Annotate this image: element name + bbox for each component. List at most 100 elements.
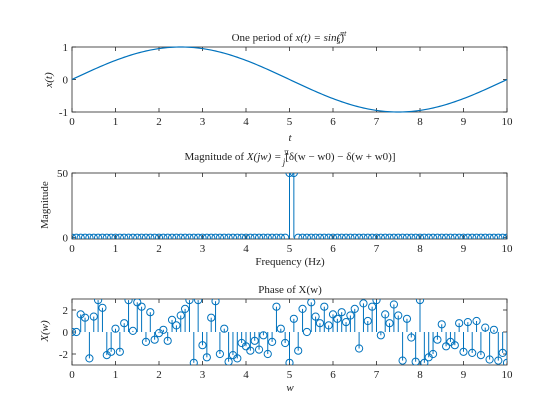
x-tick-label: 9 [461,369,467,381]
x-tick-label: 1 [113,243,119,255]
stem-marker [355,344,364,353]
stem-marker [246,233,255,239]
stem-marker [167,233,177,239]
stem-marker [350,233,359,239]
stem-marker [376,233,385,239]
stem-marker [346,233,355,239]
stem-marker [198,341,207,350]
stem-marker [385,319,394,328]
subplot-2-xlabel: Frequency (Hz) [255,256,325,268]
stem-marker [459,233,468,239]
stem-marker [159,233,168,239]
subplot-magnitude: Magnitude of X(jw) = π j[δ(w − w0) − δ(w … [39,147,513,268]
stem-marker [254,233,264,239]
stem-marker [215,349,224,359]
stem-marker [237,233,246,239]
stem-marker [346,311,355,320]
stem-marker [163,233,172,239]
stem-marker [333,233,342,239]
stem-marker [137,233,146,239]
subplot-1-xlabel: t [288,132,292,144]
stem-marker [485,355,494,364]
stem-marker [94,299,103,305]
stem-marker [159,325,168,334]
stem-marker [72,233,81,239]
stem-marker [394,311,403,320]
stem-marker [394,233,403,239]
subplot-1-title: One period of x(t) = sin(πt 5) [232,29,348,46]
stem-marker [215,233,224,239]
stem-marker [141,233,151,239]
stem-marker [128,326,137,335]
stem-marker [320,233,329,239]
subplot-phase: Phase of X(w) 0 1 2 3 4 5 6 7 8 9 10-202 w X(w) [39,284,513,394]
stem-marker [107,233,116,239]
stem-marker [398,233,407,239]
stem-marker [381,233,390,239]
stem-marker [80,233,90,239]
stem-marker [446,233,455,239]
stem-marker [268,337,277,346]
x-tick-label: 0 [69,243,75,255]
stem-marker [455,319,464,328]
stem-marker [398,356,407,365]
stem-marker [207,313,216,322]
y-tick-label: 2 [63,305,69,317]
subplot-2-axes: 0 1 2 3 4 5 6 7 8 9 10 0 50 [57,168,513,255]
stem-marker [254,345,264,354]
stem-marker [450,233,459,239]
stem-marker [133,233,142,239]
stem-series [72,173,507,239]
stem-marker [311,312,320,321]
stem-marker [437,320,446,329]
stem-marker [220,233,229,239]
subplot-3-xlabel: w [286,382,294,394]
stem-marker [355,233,364,239]
stem-marker [498,233,507,239]
stem-marker [502,358,507,365]
stem-marker [272,233,281,239]
stem-marker [146,308,155,317]
stem-marker [437,233,446,239]
stem-marker [302,327,311,337]
stem-marker [115,347,124,356]
x-tick-label: 10 [502,369,514,381]
stem-marker [463,318,472,327]
stem-marker [85,233,94,239]
stem-marker [385,233,394,239]
stem-marker [263,349,272,359]
stem-marker [333,314,342,323]
stem-marker [294,233,303,239]
stem-marker [368,233,377,239]
stem-marker [442,233,451,239]
stem-marker [372,233,381,239]
stem-marker [72,327,77,337]
stem-marker [150,233,159,239]
stem-marker [494,233,503,239]
x-tick-label: 3 [200,116,206,128]
y-tick-label: -1 [59,107,68,119]
stem-marker [228,233,238,239]
stem-marker [328,233,338,239]
stem-marker [420,358,429,365]
x-tick-label: 9 [461,243,467,255]
stem-marker [415,233,425,239]
stem-marker [202,233,211,239]
stem-marker [72,233,77,239]
x-tick-label: 5 [287,116,293,128]
stem-series [72,299,507,365]
stem-marker [294,346,303,355]
x-tick-label: 2 [156,369,162,381]
stem-marker [472,316,481,326]
stem-marker [415,299,425,305]
stem-marker [172,233,181,239]
stem-marker [102,233,111,239]
x-tick-label: 3 [200,369,206,381]
stem-marker [468,348,477,357]
stem-marker [424,233,433,239]
stem-marker [141,337,151,346]
subplot-time-domain: One period of x(t) = sin(πt 5) 0 1 2 3 4 5 6 7 8 9… [43,29,513,144]
stem-marker [402,314,412,323]
